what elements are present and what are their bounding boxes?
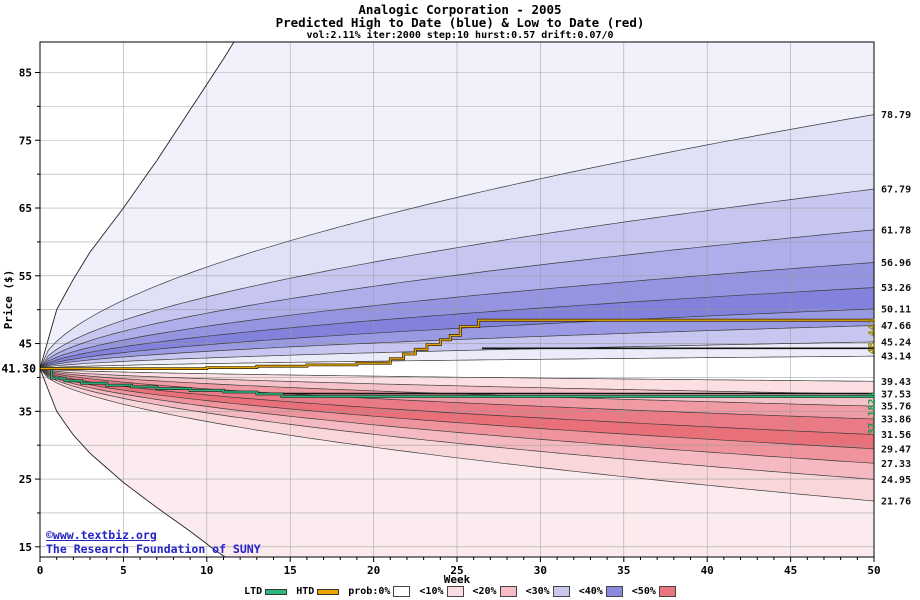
band-value-label: 50.11 bbox=[881, 304, 911, 315]
chart-title: Analogic Corporation - 2005 bbox=[358, 2, 562, 17]
envelope-bottom bbox=[40, 368, 226, 557]
high-band bbox=[40, 262, 874, 369]
htd-line bbox=[40, 319, 874, 370]
legend-label: <10% bbox=[419, 586, 444, 597]
y-tick-label: 75 bbox=[19, 134, 32, 147]
x-tick-label: 50 bbox=[867, 564, 880, 577]
band-value-label: 31.56 bbox=[881, 430, 911, 441]
band-value-label: 78.79 bbox=[881, 110, 911, 121]
legend-item-prob-0: prob:0% bbox=[348, 586, 411, 597]
x-axis-title: Week bbox=[444, 573, 471, 586]
y-axis-title: Price ($) bbox=[2, 270, 15, 330]
x-tick-label: 10 bbox=[200, 564, 213, 577]
legend-item-20: <20% bbox=[473, 586, 517, 597]
axis-ticks bbox=[35, 71, 875, 562]
x-tick-label: 35 bbox=[617, 564, 630, 577]
boundary-lines bbox=[40, 42, 874, 557]
legend-item-50: <50% bbox=[632, 586, 676, 597]
chart-params: vol:2.11% iter:2000 step:10 hurst:0.57 d… bbox=[306, 30, 614, 42]
legend-swatch-prob-band bbox=[393, 586, 411, 597]
x-tick-label: 0 bbox=[37, 564, 44, 577]
band-value-label: 27.33 bbox=[881, 459, 911, 470]
band-value-label: 39.43 bbox=[881, 377, 911, 388]
low-band bbox=[40, 368, 874, 480]
band-value-label: 45.24 bbox=[881, 337, 911, 348]
x-tick-label: 30 bbox=[534, 564, 547, 577]
legend-item-40: <40% bbox=[579, 586, 623, 597]
y-tick-label: 65 bbox=[19, 202, 32, 215]
copyright: ©www.textbiz.org The Research Foundation… bbox=[46, 528, 261, 557]
band-value-label: 29.47 bbox=[881, 444, 911, 455]
legend-swatch-prob-band bbox=[605, 586, 623, 597]
htd-final-label: 48.443 bbox=[867, 318, 878, 354]
chart-subtitle: Predicted High to Date (blue) & Low to D… bbox=[275, 15, 645, 31]
legend-swatch-prob-band bbox=[499, 586, 517, 597]
tracked-lines bbox=[40, 318, 874, 398]
high-band bbox=[40, 189, 874, 369]
band-value-label: 47.66 bbox=[881, 321, 911, 332]
envelope-top bbox=[40, 42, 235, 369]
legend-swatch-prob-band bbox=[658, 586, 676, 597]
legend-swatch-htd-line bbox=[317, 588, 340, 595]
band-value-label: 35.76 bbox=[881, 402, 911, 413]
low-band bbox=[40, 368, 874, 435]
legend-label: HTD bbox=[296, 586, 315, 597]
low-band bbox=[40, 368, 874, 449]
x-tick-label: 25 bbox=[450, 564, 463, 577]
legend: LTD HTD prob:0% <10% <20% <30% <40% <50% bbox=[0, 586, 920, 597]
low-band bbox=[40, 368, 874, 501]
low-band bbox=[40, 368, 874, 419]
title-block: Analogic Corporation - 2005 Predicted Hi… bbox=[0, 3, 920, 41]
legend-item-10: <10% bbox=[419, 586, 464, 597]
copyright-link[interactable]: ©www.textbiz.org bbox=[46, 528, 157, 542]
legend-item-ltd: LTD bbox=[244, 586, 288, 597]
band-value-label: 67.79 bbox=[881, 185, 911, 196]
ltd-line bbox=[40, 367, 874, 398]
y-tick-label: 25 bbox=[19, 473, 32, 486]
legend-label: <40% bbox=[578, 586, 603, 597]
legend-label: LTD bbox=[244, 586, 263, 597]
y-tick-label: 15 bbox=[19, 541, 32, 554]
x-tick-label: 45 bbox=[784, 564, 797, 577]
x-tick-label: 40 bbox=[701, 564, 714, 577]
legend-label: prob:0% bbox=[348, 586, 391, 597]
legend-item-htd: HTD bbox=[296, 586, 340, 597]
y-tick-label: 35 bbox=[19, 405, 32, 418]
x-tick-label: 20 bbox=[367, 564, 380, 577]
band-value-labels: 43.14 45.24 47.66 50.11 53.26 56.96 61.78 67.79… bbox=[881, 110, 911, 507]
legend-swatch-ltd-line bbox=[265, 588, 288, 595]
band-value-label: 33.86 bbox=[881, 415, 911, 426]
band-value-label: 37.53 bbox=[881, 390, 911, 401]
x-tick-label: 15 bbox=[284, 564, 297, 577]
high-band-outer bbox=[40, 42, 874, 369]
x-tick-label: 5 bbox=[120, 564, 127, 577]
legend-label: <50% bbox=[631, 586, 656, 597]
band-value-label: 43.14 bbox=[881, 352, 911, 363]
legend-swatch-prob-band bbox=[446, 586, 464, 597]
ltd-final-label: 37.1823 bbox=[867, 392, 878, 434]
legend-item-30: <30% bbox=[526, 586, 570, 597]
axis-labels: 0 5 10 15 20 25 30 35 40 45 50 15 25 35 45 55 65 75 85 41.3… bbox=[1, 66, 880, 586]
start-price-label: 41.30 bbox=[1, 362, 36, 376]
y-tick-label: 45 bbox=[19, 338, 32, 351]
band-value-label: 53.26 bbox=[881, 283, 911, 294]
low-band bbox=[40, 368, 874, 464]
band-value-label: 24.95 bbox=[881, 475, 911, 486]
legend-swatch-prob-band bbox=[552, 586, 570, 597]
copyright-org: The Research Foundation of SUNY bbox=[46, 541, 261, 556]
high-band bbox=[40, 229, 874, 369]
legend-label: <30% bbox=[525, 586, 550, 597]
band-value-label: 56.96 bbox=[881, 258, 911, 269]
legend-label: <20% bbox=[472, 586, 497, 597]
band-value-label: 61.78 bbox=[881, 225, 911, 236]
y-tick-label: 85 bbox=[19, 66, 32, 79]
y-tick-label: 55 bbox=[19, 270, 32, 283]
band-value-label: 21.76 bbox=[881, 497, 911, 508]
